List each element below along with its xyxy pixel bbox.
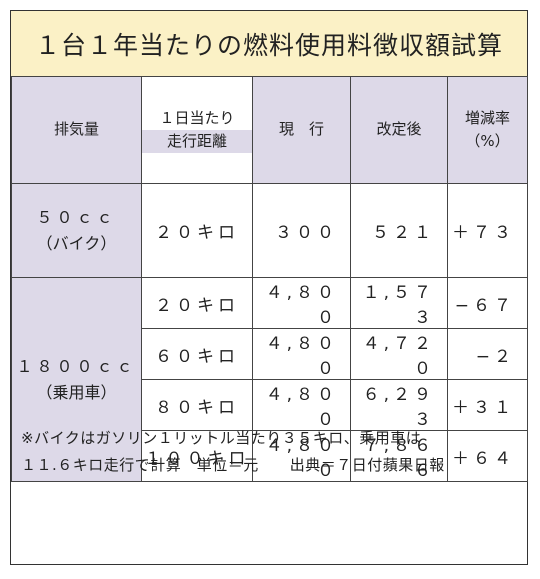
cell-change: ＋３１: [447, 379, 528, 431]
cell-current: ４,８００: [252, 277, 351, 329]
header-change: 増減率 （%）: [447, 76, 528, 184]
table-title: １台１年当たりの燃料使用料徴収額試算: [11, 11, 527, 77]
cell-revised: ４,７２０: [350, 328, 448, 380]
cell-change: −６７: [447, 277, 528, 329]
header-current: 現 行: [252, 76, 351, 184]
table-row: １００キロ ４,８００ ７,８６６ ＋６４: [12, 430, 528, 482]
table-row: １８００ｃｃ （乗用車） ２０キロ ４,８００ １,５７３ −６７: [11, 277, 528, 482]
footnote: ※バイクはガソリン１リットル当たり３５キロ、乗用車は １１.６キロ走行で計算 単…: [21, 425, 519, 479]
cell-distance: １００キロ: [141, 430, 253, 482]
header-exhaust: 排気量: [11, 76, 142, 184]
cell-current: ４,８００: [252, 430, 351, 482]
table-row: ５０ｃｃ （バイク） ２０キロ ３００ ５２１ ＋７３: [11, 183, 528, 278]
fuel-fee-table-figure: １台１年当たりの燃料使用料徴収額試算 排気量 １日当たり 走行距離 現 行 改定…: [10, 10, 528, 565]
cell-change: −２: [447, 328, 528, 380]
fee-table: 排気量 １日当たり 走行距離 現 行 改定後 増減率 （%） ５０ｃｃ （バイク…: [11, 76, 528, 482]
cell-distance: ６０キロ: [141, 328, 253, 380]
footnote-line: １１.６キロ走行で計算 単位＝元 出典＝７日付蘋果日報: [21, 456, 445, 474]
cell-current: ４,８００: [252, 328, 351, 380]
table-row: ８０キロ ４,８００ ６,２９３ ＋３１: [12, 379, 528, 431]
cell-distance: ２０キロ: [141, 183, 253, 278]
group-label-bike: ５０ｃｃ （バイク）: [11, 183, 142, 278]
header-distance: １日当たり 走行距離: [141, 76, 253, 184]
cell-revised: １,５７３: [350, 277, 448, 329]
cell-distance: ８０キロ: [141, 379, 253, 431]
footnote-line: ※バイクはガソリン１リットル当たり３５キロ、乗用車は: [21, 429, 422, 447]
table-row: ６０キロ ４,８００ ４,７２０ −２: [12, 328, 528, 380]
cell-revised: ６,２９３: [350, 379, 448, 431]
header-row: 排気量 １日当たり 走行距離 現 行 改定後 増減率 （%）: [11, 76, 528, 184]
cell-change: ＋６４: [447, 430, 528, 482]
cell-current: ４,８００: [252, 379, 351, 431]
group-label-car: １８００ｃｃ （乗用車）: [11, 277, 142, 482]
cell-revised: ７,８６６: [350, 430, 448, 482]
cell-change: ＋７３: [447, 183, 528, 278]
header-revised: 改定後: [350, 76, 448, 184]
cell-revised: ５２１: [350, 183, 448, 278]
cell-distance: ２０キロ: [141, 277, 253, 329]
cell-current: ３００: [252, 183, 351, 278]
